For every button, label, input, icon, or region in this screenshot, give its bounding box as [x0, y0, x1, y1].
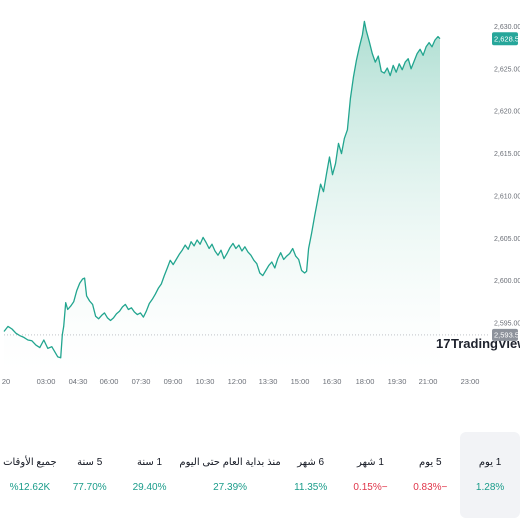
base-price-tag-bg	[492, 328, 518, 341]
x-tick-label: 12:00	[228, 377, 247, 386]
y-tick-label: 2,595.000	[494, 321, 520, 328]
period-tab[interactable]: 6 شهر 11.35%	[281, 432, 341, 518]
x-tick-label: 06:00	[100, 377, 119, 386]
y-tick-label: 2,620.000	[494, 109, 520, 116]
y-tick-label: 2,610.000	[494, 193, 520, 200]
x-tick-label: 16:30	[323, 377, 342, 386]
period-tab[interactable]: 5 سنة 77.70%	[60, 432, 120, 518]
period-tab[interactable]: جميع الأوقات 12.62K%	[0, 432, 60, 518]
y-tick-label: 2,605.000	[494, 236, 520, 243]
period-tab[interactable]: منذ بداية العام حتى اليوم 27.39%	[179, 432, 280, 518]
period-change-value: 12.62K%	[9, 482, 51, 493]
period-change-value: −0.15%	[353, 482, 388, 493]
price-area-fill	[4, 21, 440, 373]
x-tick-label: 19:30	[388, 377, 407, 386]
x-tick-label: 23:00	[461, 377, 480, 386]
period-change-value: 77.70%	[72, 482, 107, 493]
x-tick-label: 10:30	[196, 377, 215, 386]
y-tick-label: 2,615.000	[494, 151, 520, 158]
y-tick-label: 2,625.000	[494, 66, 520, 73]
period-label: 1 يوم	[478, 457, 502, 468]
y-tick-label: 2,630.000	[494, 24, 520, 31]
x-tick-label: 18:00	[356, 377, 375, 386]
period-tab[interactable]: 1 سنة 29.40%	[120, 432, 180, 518]
period-label: 1 شهر	[357, 457, 384, 468]
x-tick-label: 09:00	[164, 377, 183, 386]
last-price-tag-bg	[492, 32, 518, 46]
tradingview-logo-icon: 17	[436, 336, 450, 351]
period-change-value: 1.28%	[475, 482, 505, 493]
x-tick-label: 03:00	[37, 377, 56, 386]
period-change-value: 27.39%	[213, 482, 248, 493]
period-label: جميع الأوقات	[3, 457, 57, 468]
base-price-value: 2,593.595	[494, 331, 520, 340]
period-tab[interactable]: 1 شهر −0.15%	[341, 432, 401, 518]
x-tick-label: 07:30	[132, 377, 151, 386]
base-price-tag: 2,593.595	[492, 328, 520, 341]
last-price-value: 2,628.560	[494, 34, 520, 43]
period-label: 5 يوم	[419, 457, 442, 468]
period-change-value: 11.35%	[294, 482, 328, 493]
period-selector: 1 يوم 1.28% 5 يوم −0.83% 1 شهر −0.15% 6 شهر 11.…	[0, 432, 520, 518]
last-price-tag: 2,628.560	[492, 32, 520, 46]
price-chart[interactable]: 2,595.000 2,600.000 2,605.000 2,610.000 2,61…	[0, 0, 520, 390]
x-tick-label: 21:00	[419, 377, 438, 386]
x-tick-label: 15:00	[291, 377, 310, 386]
period-tab[interactable]: 5 يوم −0.83%	[400, 432, 460, 518]
x-tick-label: 04:30	[69, 377, 88, 386]
period-label: 1 سنة	[136, 457, 163, 468]
period-change-value: 29.40%	[132, 482, 167, 493]
price-line	[3, 20, 441, 359]
period-label: 6 شهر	[297, 457, 325, 468]
period-label: منذ بداية العام حتى اليوم	[179, 457, 281, 468]
x-tick-label: 13:30	[259, 377, 278, 386]
period-label: 5 سنة	[77, 457, 103, 468]
period-tab[interactable]: 1 يوم 1.28%	[460, 432, 520, 518]
x-tick-label: 20	[2, 377, 10, 386]
y-tick-label: 2,600.000	[494, 278, 520, 285]
period-change-value: −0.83%	[413, 482, 448, 493]
